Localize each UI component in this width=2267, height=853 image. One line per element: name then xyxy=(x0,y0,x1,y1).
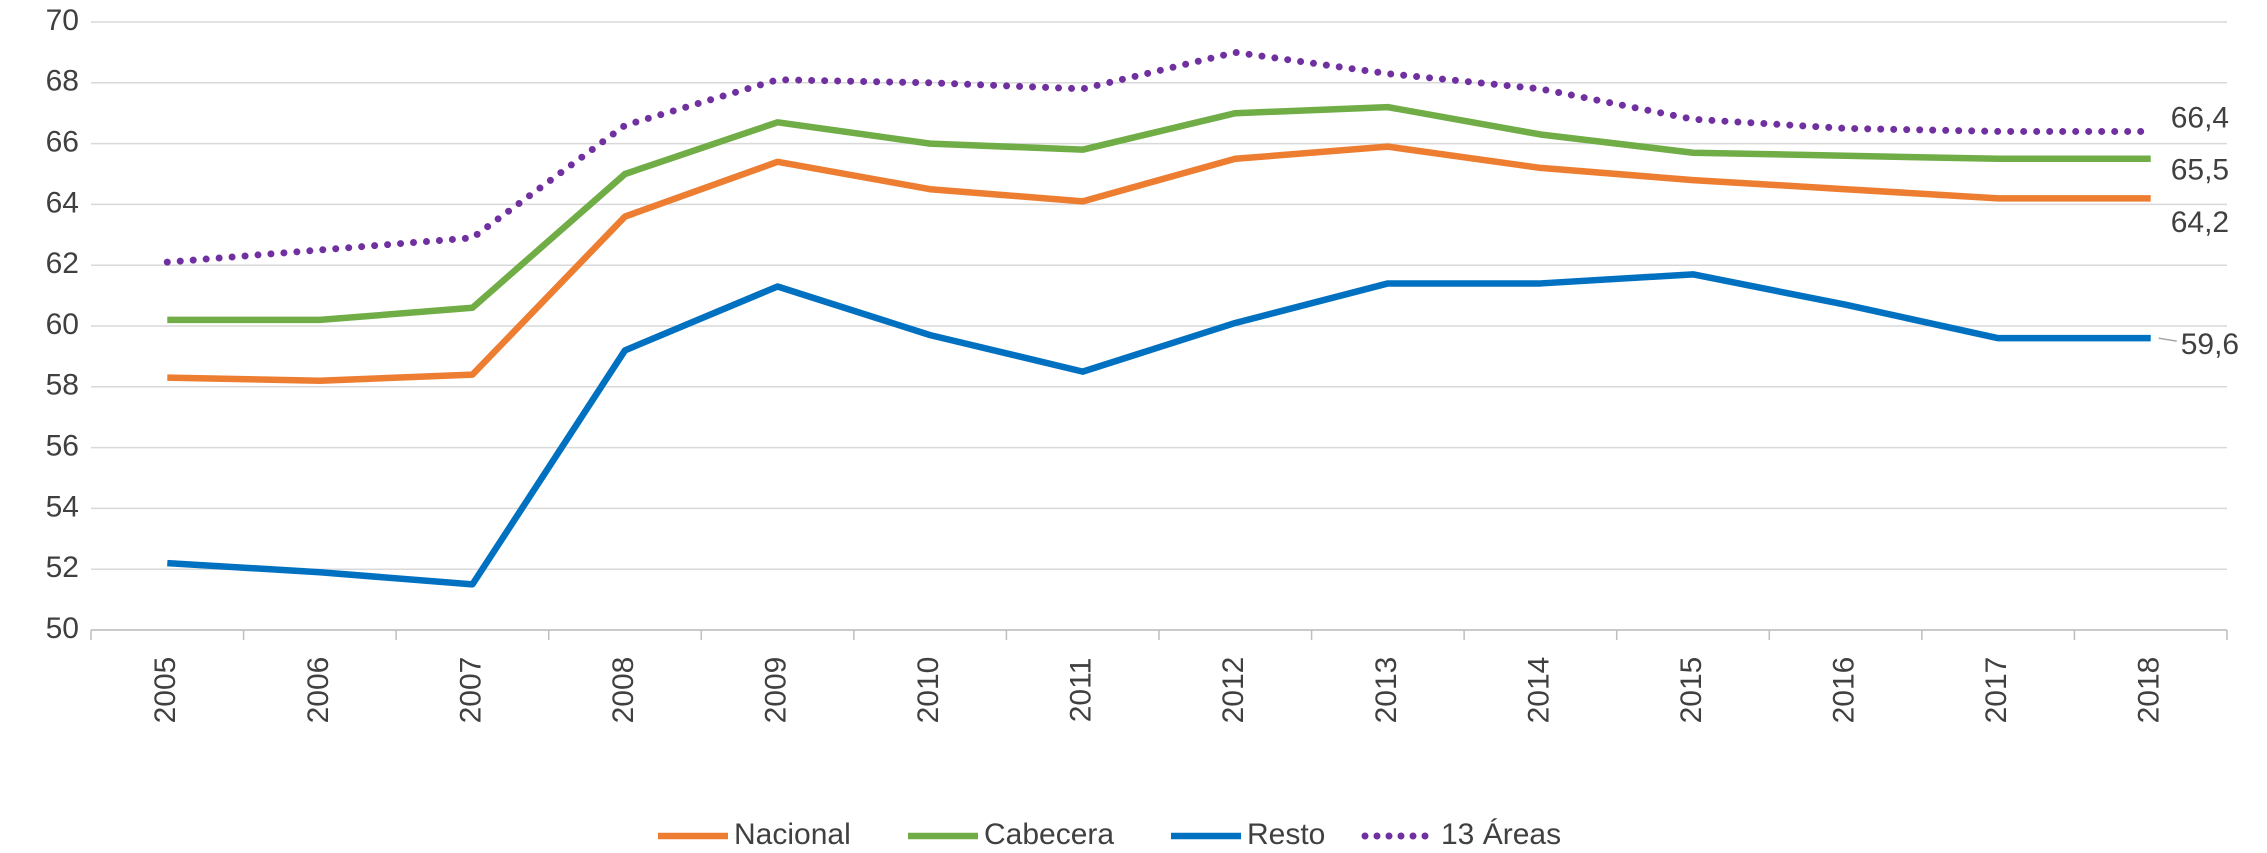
legend-item: Cabecera xyxy=(908,818,1114,851)
x-tick-label: 2013 xyxy=(1370,657,1403,724)
legend-label: Nacional xyxy=(734,818,851,851)
y-tick-label: 50 xyxy=(46,612,79,645)
x-tick-label: 2008 xyxy=(607,657,640,724)
y-tick-label: 68 xyxy=(46,65,79,98)
x-tick-label: 2011 xyxy=(1065,658,1098,723)
legend-label: Resto xyxy=(1247,818,1325,851)
series-line xyxy=(167,103,2151,324)
x-tick-label: 2017 xyxy=(1980,657,2013,724)
legend-label: 13 Áreas xyxy=(1441,818,1561,851)
x-tick-label: 2009 xyxy=(759,657,792,724)
y-tick-label: 64 xyxy=(46,186,79,219)
y-tick-label: 70 xyxy=(46,4,79,37)
legend-item: Resto xyxy=(1171,818,1325,851)
series-line xyxy=(167,271,2151,588)
legend-label: Cabecera xyxy=(984,818,1114,851)
series-line xyxy=(163,48,2155,266)
data-label: 64,2 xyxy=(2171,206,2229,239)
x-tick-label: 2016 xyxy=(1827,657,1860,724)
x-tick-label: 2018 xyxy=(2133,657,2166,724)
leader-line xyxy=(2158,337,2177,342)
x-tick-label: 2015 xyxy=(1675,657,1708,724)
x-tick-label: 2006 xyxy=(302,657,335,724)
y-tick-label: 66 xyxy=(46,126,79,159)
x-tick-label: 2012 xyxy=(1217,657,1250,724)
x-tick-label: 2010 xyxy=(912,657,945,724)
y-tick-label: 52 xyxy=(46,551,79,584)
y-tick-label: 56 xyxy=(46,430,79,463)
y-tick-label: 62 xyxy=(46,247,79,280)
data-label: 59,6 xyxy=(2181,328,2239,361)
data-label: 66,4 xyxy=(2171,101,2229,134)
legend-item: 13 Áreas xyxy=(1361,818,1561,851)
y-tick-label: 54 xyxy=(46,490,79,523)
data-label: 65,5 xyxy=(2171,154,2229,187)
legend-item: Nacional xyxy=(658,818,851,851)
series-line xyxy=(167,143,2151,384)
y-tick-label: 60 xyxy=(46,308,79,341)
x-tick-label: 2014 xyxy=(1522,657,1555,724)
x-tick-label: 2007 xyxy=(454,657,487,724)
y-tick-label: 58 xyxy=(46,369,79,402)
x-tick-label: 2005 xyxy=(149,657,182,724)
